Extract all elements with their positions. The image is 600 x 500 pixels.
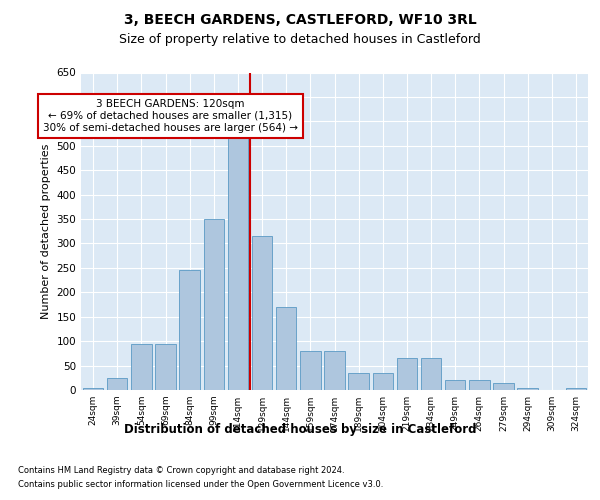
Text: Contains public sector information licensed under the Open Government Licence v3: Contains public sector information licen… [18, 480, 383, 489]
Bar [107, 378, 127, 390]
Bar [566, 388, 586, 390]
Bar [324, 351, 345, 390]
Bar [493, 382, 514, 390]
Bar [517, 388, 538, 390]
Bar [203, 219, 224, 390]
Bar [252, 236, 272, 390]
Y-axis label: Number of detached properties: Number of detached properties [41, 144, 51, 319]
Bar [83, 388, 103, 390]
Bar [300, 351, 320, 390]
Bar [179, 270, 200, 390]
Text: Contains HM Land Registry data © Crown copyright and database right 2024.: Contains HM Land Registry data © Crown c… [18, 466, 344, 475]
Bar [445, 380, 466, 390]
Bar [349, 373, 369, 390]
Bar [227, 138, 248, 390]
Bar [469, 380, 490, 390]
Bar [421, 358, 442, 390]
Text: Distribution of detached houses by size in Castleford: Distribution of detached houses by size … [124, 422, 476, 436]
Text: 3, BEECH GARDENS, CASTLEFORD, WF10 3RL: 3, BEECH GARDENS, CASTLEFORD, WF10 3RL [124, 12, 476, 26]
Text: Size of property relative to detached houses in Castleford: Size of property relative to detached ho… [119, 32, 481, 46]
Text: 3 BEECH GARDENS: 120sqm
← 69% of detached houses are smaller (1,315)
30% of semi: 3 BEECH GARDENS: 120sqm ← 69% of detache… [43, 100, 298, 132]
Bar [397, 358, 417, 390]
Bar [155, 344, 176, 390]
Bar [373, 373, 393, 390]
Bar [276, 307, 296, 390]
Bar [131, 344, 152, 390]
